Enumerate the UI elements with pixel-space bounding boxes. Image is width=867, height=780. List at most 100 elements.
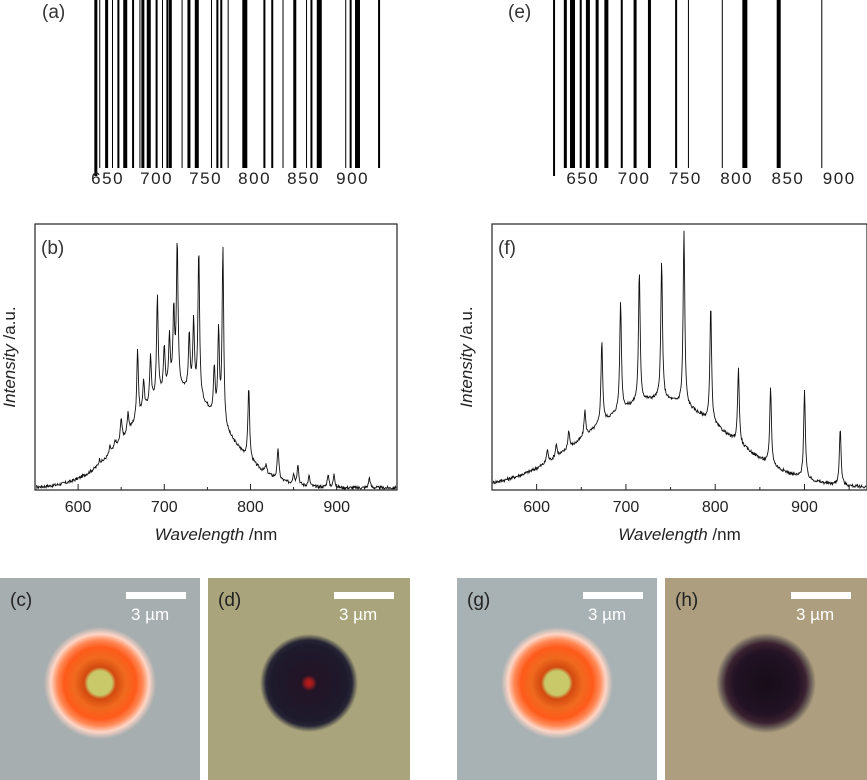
barcode-tick-label: 850 <box>771 169 804 188</box>
barcode-tick-label: 700 <box>618 169 651 188</box>
micrograph-label-h: (h) <box>675 590 699 611</box>
spectrum-chart-f: (f) 600 700 800 900 Wavelength /nm Intensity /… <box>457 223 867 544</box>
x-axis-label: Wavelength /nm <box>155 525 278 544</box>
scale-bar-label: 3 µm <box>339 605 378 624</box>
emission-line <box>821 0 823 168</box>
micrograph-label-d: (d) <box>218 590 242 611</box>
spectrum-line <box>492 230 867 490</box>
emission-line <box>316 0 322 168</box>
scale-bar-label: 3 µm <box>131 605 170 624</box>
emission-line <box>141 0 145 168</box>
emission-line <box>721 0 723 168</box>
emission-line <box>293 0 297 168</box>
emission-line <box>146 0 151 168</box>
x-tick-label: 800 <box>702 499 729 516</box>
emission-line <box>345 0 347 168</box>
emission-line <box>570 0 576 168</box>
emission-line <box>579 0 582 168</box>
panel-label: (b) <box>41 238 64 259</box>
emission-line <box>99 0 101 168</box>
emission-line <box>216 0 219 168</box>
scale-bar <box>791 592 851 599</box>
emission-line <box>132 0 135 168</box>
emission-line <box>139 0 141 168</box>
barcode-panel-e: (e) 650 700 750 800 850 900 <box>440 0 867 200</box>
emission-line <box>349 0 352 168</box>
emission-line <box>282 0 284 168</box>
spectrum-chart-b: (b) 600 700 800 900 Wavelength /nm Intensity /… <box>0 223 398 544</box>
emission-line <box>112 0 113 168</box>
x-tick-label: 900 <box>791 499 818 516</box>
emission-line <box>117 0 120 168</box>
barcode-tick-label: 800 <box>238 169 271 188</box>
emission-line <box>776 0 781 168</box>
emission-line <box>595 0 599 168</box>
scale-bar-label: 3 µm <box>796 605 835 624</box>
barcode-panel-a: (a) 650 700 750 800 850 900 <box>0 0 420 200</box>
emission-line <box>161 0 163 168</box>
micrograph-d: (d) 3 µm <box>208 578 410 780</box>
barcode-tick-label: 700 <box>140 169 173 188</box>
spectrum-panel-b: (b) 600 700 800 900 Wavelength /nm Intensity /… <box>0 222 420 552</box>
emission-line <box>355 0 360 168</box>
scale-bar <box>583 592 643 599</box>
micrograph-g: (g) 3 µm <box>457 578 657 780</box>
scale-bar-label: 3 µm <box>588 605 627 624</box>
micrograph-h: (h) 3 µm <box>665 578 867 780</box>
emission-line <box>105 0 109 168</box>
barcode-tick-label: 650 <box>91 169 124 188</box>
barcode-a: 650 700 750 800 850 900 <box>91 0 381 188</box>
barcode-tick-label: 900 <box>823 169 856 188</box>
x-tick-label: 800 <box>237 499 264 516</box>
emission-line <box>123 0 128 168</box>
emission-line <box>227 0 229 168</box>
barcode-e: 650 700 750 800 850 900 <box>553 0 856 188</box>
emission-line <box>553 0 556 176</box>
emission-line <box>181 0 183 168</box>
y-axis-label: Intensity /a.u. <box>457 306 476 407</box>
emission-line <box>585 0 590 168</box>
emission-line <box>310 0 313 168</box>
barcode-tick-label: 850 <box>287 169 320 188</box>
barcode-tick-label: 800 <box>720 169 753 188</box>
emission-line <box>220 0 223 168</box>
micrograph-label-g: (g) <box>467 590 491 611</box>
emission-line <box>155 0 158 168</box>
x-tick-label: 700 <box>151 499 178 516</box>
emission-line <box>633 0 637 168</box>
plot-frame <box>491 223 867 491</box>
micrograph-label-c: (c) <box>10 590 33 611</box>
x-tick-label: 700 <box>613 499 640 516</box>
spectrum-line <box>35 242 397 491</box>
emission-line <box>187 0 191 168</box>
emission-line <box>166 0 169 168</box>
panel-label: (f) <box>498 238 516 259</box>
emission-line <box>194 0 199 168</box>
spectrum-panel-f: (f) 600 700 800 900 Wavelength /nm Intensity /… <box>440 222 867 552</box>
emission-line <box>242 0 248 168</box>
emission-line <box>210 0 212 168</box>
emission-line <box>378 0 381 168</box>
barcode-tick-label: 750 <box>189 169 222 188</box>
emission-line <box>563 0 567 168</box>
emission-line <box>687 0 689 168</box>
barcode-tick-label: 900 <box>336 169 369 188</box>
barcode-tick-label: 750 <box>669 169 702 188</box>
y-axis-label: Intensity /a.u. <box>0 306 19 407</box>
barcode-tick-label: 650 <box>566 169 599 188</box>
emission-line <box>263 0 266 168</box>
micrograph-c: (c) 3 µm <box>0 578 200 780</box>
emission-line <box>604 0 609 168</box>
x-tick-label: 900 <box>323 499 350 516</box>
scale-bar <box>334 592 394 599</box>
x-axis-label: Wavelength /nm <box>618 525 741 544</box>
emission-line <box>647 0 651 168</box>
emission-line <box>306 0 308 168</box>
scale-bar <box>126 592 186 599</box>
emission-line <box>675 0 678 168</box>
emission-line <box>742 0 748 168</box>
emission-line <box>271 0 274 168</box>
x-tick-label: 600 <box>523 499 550 516</box>
emission-line <box>168 0 172 168</box>
panel-label-e: (e) <box>508 2 532 23</box>
